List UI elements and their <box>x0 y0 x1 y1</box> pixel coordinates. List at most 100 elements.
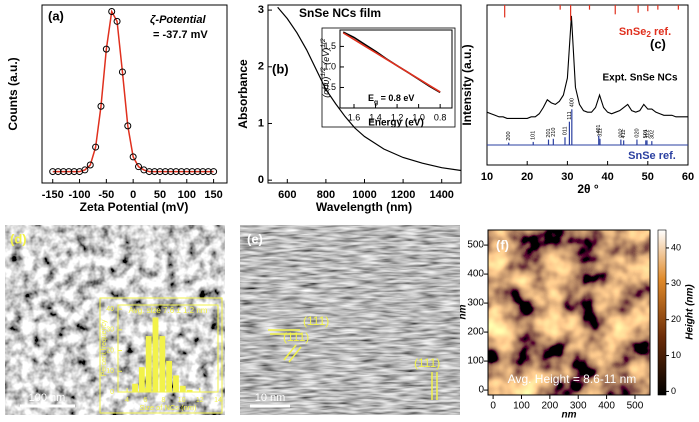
colorbar-tick-label: 30 <box>671 278 681 288</box>
ref-peak-label: 411 <box>621 130 627 139</box>
x-tick-label: 4 <box>125 397 129 404</box>
series-label: Expt. SnSe NCs <box>602 73 677 84</box>
x-axis-label: nm <box>562 410 577 421</box>
data-point <box>161 168 169 176</box>
x-tick-label: 100 <box>513 401 530 412</box>
y-axis-label-part: 1/2 <box>320 67 327 77</box>
data-point <box>129 153 137 161</box>
data-point <box>188 168 196 176</box>
data-point <box>81 166 89 174</box>
data-point <box>210 168 218 176</box>
ref-peak-label: 302 <box>649 130 655 139</box>
data-point <box>102 45 110 53</box>
annotation-part: E <box>368 93 374 103</box>
y-tick-label: 100 <box>467 356 484 367</box>
bar <box>145 336 152 392</box>
data-point <box>54 168 62 176</box>
bar <box>132 383 138 392</box>
colorbar-tick-label: 10 <box>671 350 681 360</box>
plane-label: (111) <box>283 330 309 344</box>
y-tick-label: 400 <box>467 269 484 280</box>
x-tick-label: 12 <box>196 397 204 404</box>
x-tick-label: 800 <box>317 189 335 201</box>
data-point <box>194 168 202 176</box>
bar <box>138 367 145 392</box>
x-tick-label: 10 <box>178 397 186 404</box>
annotation-part: g <box>374 99 378 106</box>
x-axis-label: Wavelength (nm) <box>316 200 412 214</box>
x-tick-label: -50 <box>98 189 114 201</box>
y-axis-label: Percent frequency <box>101 319 108 376</box>
data-point <box>97 102 105 110</box>
ref-label-part: SnSe <box>619 26 647 38</box>
bar <box>152 317 159 392</box>
bar <box>159 336 166 392</box>
data-point <box>145 168 153 176</box>
panel-label: (b) <box>272 61 289 76</box>
y-tick-label: 0 <box>258 174 264 186</box>
panel-label: (c) <box>650 36 666 51</box>
x-tick-label: -100 <box>69 189 91 201</box>
x-tick-label: -150 <box>42 189 64 201</box>
x-tick-label: 60 <box>682 171 694 183</box>
ref-peak-label: 401 <box>596 124 602 133</box>
data-point <box>124 122 132 130</box>
x-tick-label: 600 <box>278 189 296 201</box>
y-axis-label: nm <box>458 304 469 319</box>
panel-label: (f) <box>496 237 509 252</box>
x-tick-label: 1.6 <box>348 112 361 122</box>
y-axis-label: Absorbance <box>236 59 250 129</box>
colorbar <box>657 229 667 396</box>
plot-frame <box>486 4 689 166</box>
x-tick-label: 50 <box>154 189 166 201</box>
y-tick-label: 20 <box>106 347 114 354</box>
y-axis-label: Counts (a.u.) <box>6 57 20 130</box>
ref-label: SnSe ref. <box>628 150 676 162</box>
colorbar-tick-label: 40 <box>671 242 681 252</box>
x-axis-label: Zeta Potential (mV) <box>80 200 189 214</box>
y-tick-label: 1.5 <box>323 41 336 51</box>
plane-mark <box>288 346 302 363</box>
y-tick-label: 300 <box>467 298 484 309</box>
data-point <box>135 163 143 171</box>
annotation: Avg. Height = 8.6-11 nm <box>508 372 637 386</box>
x-tick-label: 0.8 <box>434 112 447 122</box>
y-tick-label: 0 <box>110 389 114 396</box>
y-tick-label: 2 <box>258 61 264 73</box>
x-tick-label: 30 <box>561 171 573 183</box>
data-point <box>86 161 94 169</box>
data-line <box>342 32 441 93</box>
y-tick-label: 1.0 <box>323 61 336 71</box>
data-point <box>59 168 67 176</box>
ref-peak-label: 200 <box>506 131 512 140</box>
y-tick-label: 40 <box>106 306 114 313</box>
bar <box>179 385 186 392</box>
y-tick-label: 0.5 <box>323 82 336 92</box>
annotation: = -37.7 mV <box>153 29 208 41</box>
y-tick-label: 500 <box>467 240 484 251</box>
x-tick-label: 300 <box>570 401 587 412</box>
x-tick-label: 14 <box>214 397 222 404</box>
y-tick-label: 1 <box>258 117 264 129</box>
x-axis-label: Size of NCs (nm) <box>139 403 197 412</box>
hist-frame <box>99 297 223 414</box>
x-tick-label: 8 <box>162 397 166 404</box>
data-point <box>199 168 207 176</box>
chart-title: Avg. size 7.6 ± 1.2 nm <box>129 306 208 315</box>
tem-image-d <box>5 225 225 415</box>
y-tick-label: 200 <box>467 327 484 338</box>
x-tick-label: 100 <box>178 189 196 201</box>
data-point <box>183 168 191 176</box>
x-tick-label: 1000 <box>352 189 376 201</box>
bar <box>166 360 173 392</box>
y-tick-label: 30 <box>106 327 114 334</box>
y-tick-label: 3 <box>258 4 264 16</box>
data-point <box>204 168 212 176</box>
panel-label: (d) <box>10 231 27 246</box>
x-tick-label: 500 <box>627 401 644 412</box>
ref-peak-label: 400 <box>569 98 575 107</box>
y-axis-label-part: (eV) <box>321 48 331 68</box>
x-tick-label: 6 <box>143 397 147 404</box>
data-line <box>52 9 214 173</box>
hrtem-image-e <box>240 225 460 415</box>
